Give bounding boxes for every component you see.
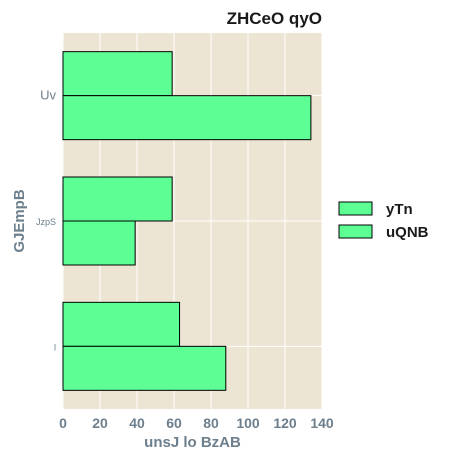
- y-axis-label: GJEmpB: [11, 189, 28, 253]
- bar-uQNB-l: [62, 345, 227, 391]
- bar-uQNB-Uv: [62, 95, 312, 141]
- legend-label-uQNB: uQNB: [386, 224, 429, 241]
- x-tick-label: 20: [92, 415, 108, 431]
- y-tick-label: Uv: [40, 88, 56, 103]
- x-tick-label: 80: [203, 415, 219, 431]
- bar-uQNB-JzpS: [62, 220, 136, 266]
- x-tick-labels: 0 20 40 60 80 100 120 140: [59, 415, 334, 431]
- legend: yTn uQNB: [338, 201, 429, 241]
- bars-group: [62, 51, 312, 391]
- legend-swatch-yTn: [338, 201, 373, 216]
- bar-yTn-l: [62, 301, 181, 347]
- x-tick-label: 120: [273, 415, 297, 431]
- legend-label-yTn: yTn: [386, 201, 413, 218]
- x-tick-label: 60: [166, 415, 182, 431]
- y-tick-label: JzpS: [36, 217, 56, 227]
- x-tick-label: 40: [129, 415, 145, 431]
- chart-title: ZHCeO qyO: [227, 9, 322, 28]
- y-tick-labels: Uv JzpS l: [36, 88, 57, 353]
- bar-yTn-JzpS: [62, 176, 173, 222]
- y-tick-label: l: [54, 342, 56, 352]
- x-tick-label: 100: [236, 415, 260, 431]
- legend-swatch-uQNB: [338, 224, 373, 239]
- bar-yTn-Uv: [62, 51, 173, 97]
- x-axis-label: unsJ lo BzAB: [144, 434, 241, 451]
- x-tick-label: 140: [310, 415, 334, 431]
- x-tick-label: 0: [59, 415, 67, 431]
